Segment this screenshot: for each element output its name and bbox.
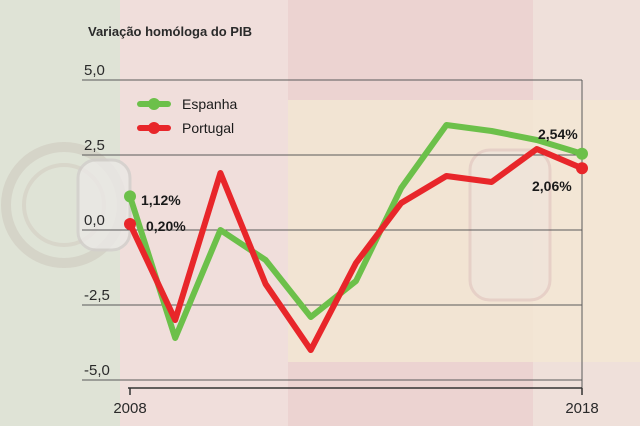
legend-label-portugal: Portugal: [182, 120, 234, 136]
series-point-portugal: [124, 218, 136, 230]
legend-label-espanha: Espanha: [182, 96, 237, 112]
y-tick-label: 5,0: [84, 62, 105, 79]
y-tick-label: 2,5: [84, 137, 105, 154]
series-point-espanha: [576, 147, 588, 160]
label-espanha-start: 1,12%: [141, 192, 181, 208]
series-line-espanha: [127, 122, 585, 341]
label-portugal-end: 2,06%: [532, 178, 572, 194]
y-tick-label: -5,0: [84, 362, 110, 379]
series-point-portugal: [576, 162, 588, 175]
x-axis-ticks: 2008 2018: [113, 388, 599, 417]
x-tick-label: 2008: [113, 400, 146, 417]
series-point-espanha: [124, 190, 136, 203]
legend-marker-portugal: [148, 122, 160, 134]
y-axis-ticks: 5,0 2,5 0,0 -2,5 -5,0: [84, 62, 110, 379]
series-group: [124, 122, 588, 353]
y-tick-label: 0,0: [84, 212, 105, 229]
x-tick-label: 2018: [565, 400, 598, 417]
y-tick-label: -2,5: [84, 287, 110, 304]
legend-marker-espanha: [148, 98, 160, 110]
label-espanha-end: 2,54%: [538, 126, 578, 142]
label-portugal-start: 0,20%: [146, 218, 186, 234]
legend: Espanha Portugal: [137, 96, 237, 136]
series-line-portugal: [127, 146, 585, 353]
chart-title: Variação homóloga do PIB: [88, 24, 252, 39]
